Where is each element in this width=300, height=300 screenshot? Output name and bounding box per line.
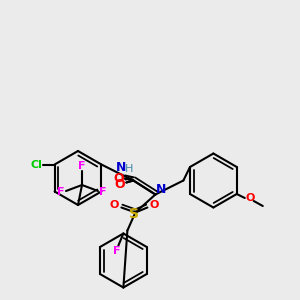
Text: N: N xyxy=(156,183,167,196)
Text: O: O xyxy=(150,200,159,211)
Text: O: O xyxy=(110,200,119,211)
Text: F: F xyxy=(99,187,107,197)
Text: F: F xyxy=(112,247,120,256)
Text: H: H xyxy=(125,164,134,175)
Text: O: O xyxy=(245,193,254,203)
Text: S: S xyxy=(129,206,140,220)
Text: F: F xyxy=(78,161,86,171)
Text: F: F xyxy=(57,187,65,197)
Text: O: O xyxy=(114,178,125,191)
Text: N: N xyxy=(116,161,127,174)
Text: O: O xyxy=(113,172,124,185)
Text: Cl: Cl xyxy=(31,160,43,170)
